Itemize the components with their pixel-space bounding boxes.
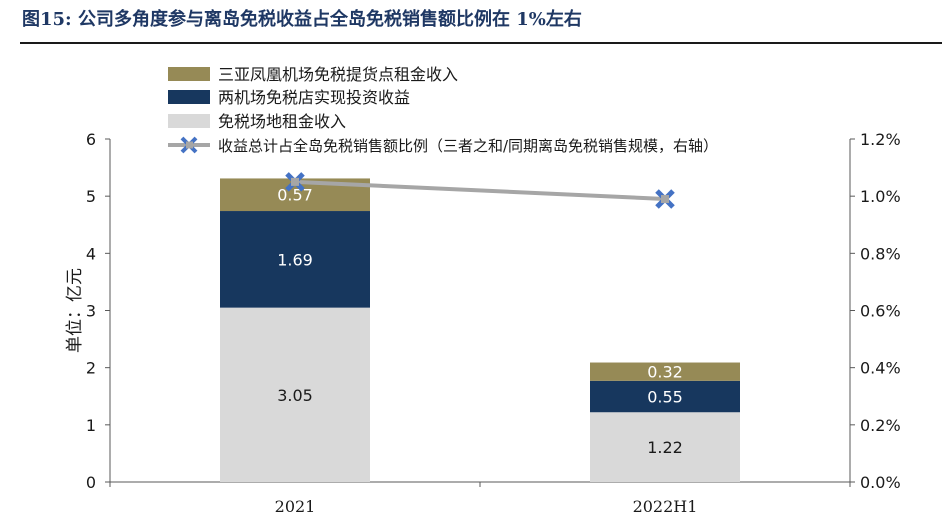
bar-data-label: 1.22	[647, 438, 683, 457]
bar-data-label: 0.55	[647, 388, 683, 407]
ratio-line-point-center	[661, 195, 669, 204]
y-tick-label: 5	[86, 187, 96, 206]
y-axis-label: 单位：亿元	[65, 268, 85, 353]
y2-tick-label: 0.6%	[860, 302, 901, 321]
legend-swatch	[168, 90, 210, 104]
ratio-line-point-center	[291, 177, 299, 186]
title-rule	[20, 42, 942, 44]
y-tick-label: 1	[86, 416, 96, 435]
bar-segment	[590, 362, 740, 381]
y2-tick-label: 0.2%	[860, 416, 901, 435]
legend-label: 收益总计占全岛免税销售额比例（三者之和/同期离岛免税销售规模，右轴）	[218, 137, 718, 155]
y-tick-label: 3	[86, 302, 96, 321]
legend-label: 两机场免税店实现投资收益	[218, 88, 410, 107]
bar-segment	[590, 412, 740, 482]
figure-title-text: 公司多角度参与离岛免税收益占全岛免税销售额比例在 1%左右	[77, 9, 582, 30]
y-tick-label: 2	[86, 359, 96, 378]
bar-data-label: 3.05	[277, 386, 313, 405]
y-tick-label: 6	[86, 130, 96, 149]
figure-title: 图15: 公司多角度参与离岛免税收益占全岛免税销售额比例在 1%左右	[22, 6, 582, 34]
y2-tick-label: 0.8%	[860, 244, 901, 263]
legend-label: 三亚凤凰机场免税提货点租金收入	[218, 65, 458, 84]
bar-data-label: 1.69	[277, 250, 313, 269]
bar-data-label: 0.57	[277, 186, 313, 205]
bar-segment	[220, 307, 370, 482]
bar-data-label: 0.32	[647, 363, 683, 382]
ratio-line	[294, 179, 666, 202]
y-tick-label: 4	[86, 244, 96, 263]
x-tick-label: 2022H1	[633, 497, 698, 516]
x-tick-label: 2021	[275, 497, 316, 516]
bar-segment	[590, 380, 740, 413]
y2-tick-label: 0.4%	[860, 359, 901, 378]
y2-tick-label: 1.2%	[860, 130, 901, 149]
legend-swatch	[168, 114, 210, 128]
y-tick-label: 0	[86, 473, 96, 492]
legend-swatch	[168, 67, 210, 81]
figure-label: 图15:	[22, 9, 72, 30]
y2-tick-label: 0.0%	[860, 473, 901, 492]
legend-label: 免税场地租金收入	[218, 112, 346, 131]
y2-tick-label: 1.0%	[860, 187, 901, 206]
legend-line-marker-center	[186, 141, 193, 149]
bar-segment	[220, 211, 370, 308]
